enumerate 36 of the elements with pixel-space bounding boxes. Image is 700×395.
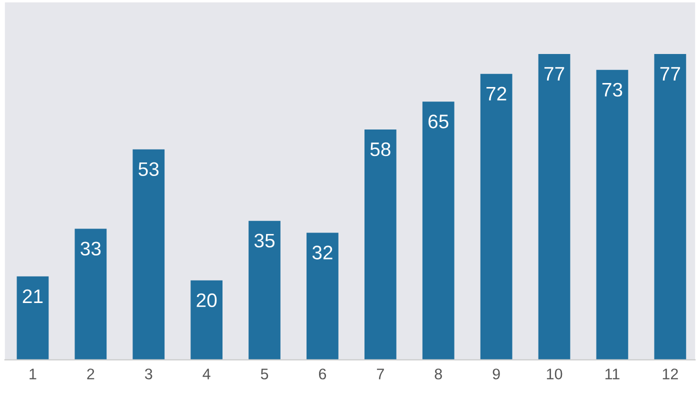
data-label: 77 <box>660 67 680 81</box>
data-label: 77 <box>544 67 564 81</box>
data-label: 73 <box>602 82 622 97</box>
bar <box>74 228 107 360</box>
bar <box>422 102 454 360</box>
data-label: 58 <box>370 142 390 156</box>
x-tick-label: 12 <box>662 368 678 380</box>
data-label: 35 <box>254 234 275 248</box>
bar <box>480 74 512 360</box>
bar <box>596 70 628 360</box>
bar <box>16 276 49 360</box>
bar <box>132 149 165 360</box>
x-tick-label: 2 <box>87 368 94 380</box>
bar <box>306 232 338 360</box>
x-tick-label: 9 <box>492 368 500 380</box>
x-tick-label: 7 <box>376 368 384 380</box>
x-tick-label: 8 <box>434 368 442 380</box>
data-label: 65 <box>428 114 448 128</box>
data-label: 20 <box>196 293 217 308</box>
bar <box>190 280 223 360</box>
x-tick-label: 6 <box>319 368 326 380</box>
bar <box>654 54 686 360</box>
x-tick-label: 10 <box>546 368 562 380</box>
x-tick-label: 11 <box>605 368 620 380</box>
data-label: 53 <box>138 162 159 176</box>
data-label: 33 <box>80 242 101 256</box>
data-label: 72 <box>486 86 506 100</box>
x-tick-label: 4 <box>202 368 210 380</box>
bar <box>538 54 570 360</box>
data-label: 21 <box>22 289 43 303</box>
x-tick-label: 5 <box>260 368 268 380</box>
data-label: 32 <box>312 246 332 260</box>
bar <box>248 220 280 360</box>
bar <box>364 129 396 360</box>
x-tick-label: 3 <box>144 368 152 380</box>
x-tick-label: 1 <box>30 368 36 380</box>
